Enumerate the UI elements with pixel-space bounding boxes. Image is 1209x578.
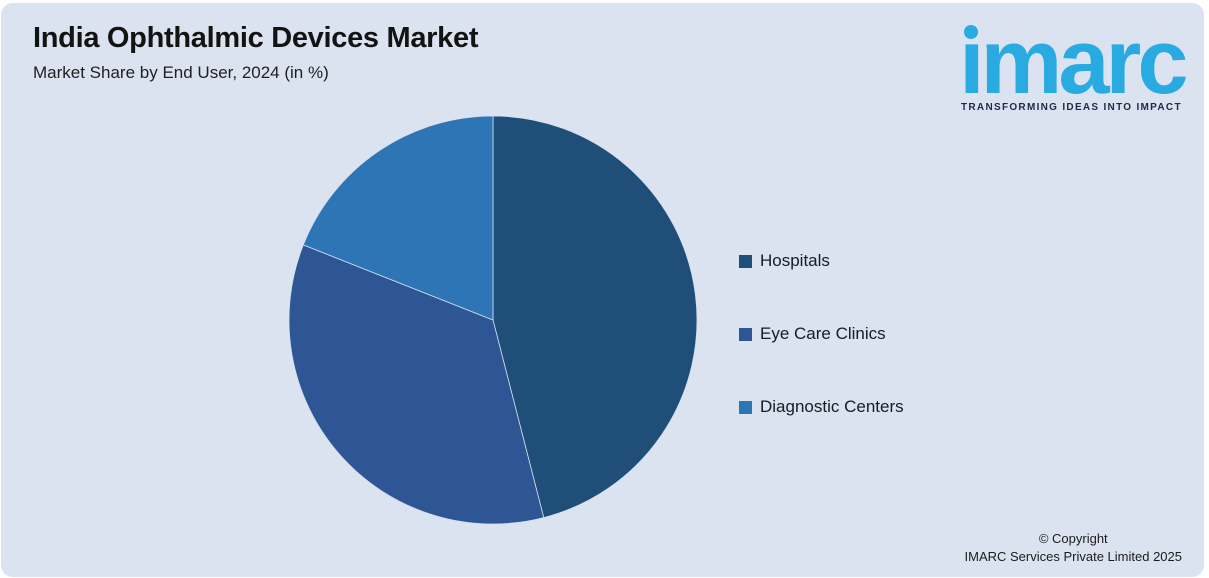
copyright-notice: © Copyright IMARC Services Private Limit… (965, 530, 1182, 566)
pie-slice-hospitals (492, 115, 698, 519)
legend-item-hospitals: Hospitals (739, 251, 904, 270)
legend-swatch-hospitals (739, 254, 752, 268)
header: India Ophthalmic Devices Market Market S… (33, 22, 478, 83)
page-subtitle: Market Share by End User, 2024 (in %) (33, 63, 329, 83)
legend-label-hospitals: Hospitals (760, 251, 830, 270)
imarc-logo: ımarc TRANSFORMING IDEAS INTO IMPACT (959, 3, 1204, 118)
legend-label-eye-care-clinics: Eye Care Clinics (760, 324, 886, 343)
pie-slice-eye-care-clinics (288, 244, 545, 525)
legend: Hospitals Eye Care Clinics Diagnostic Ce… (739, 251, 904, 471)
logo-tagline: TRANSFORMING IDEAS INTO IMPACT (961, 102, 1182, 113)
legend-swatch-eye-care-clinics (739, 327, 752, 341)
page-title: India Ophthalmic Devices Market (33, 22, 479, 54)
legend-item-diagnostic-centers: Diagnostic Centers (739, 397, 904, 416)
copyright-line2: IMARC Services Private Limited 2025 (964, 549, 1182, 564)
pie-slice-diagnostic-centers (302, 115, 494, 321)
copyright-line1: © Copyright (1038, 531, 1108, 546)
legend-label-diagnostic-centers: Diagnostic Centers (760, 397, 904, 416)
logo-wordmark: ımarc (959, 11, 1188, 113)
legend-swatch-diagnostic-centers (739, 400, 752, 414)
logo-i-dot-icon (964, 25, 978, 39)
legend-item-eye-care-clinics: Eye Care Clinics (739, 324, 904, 343)
